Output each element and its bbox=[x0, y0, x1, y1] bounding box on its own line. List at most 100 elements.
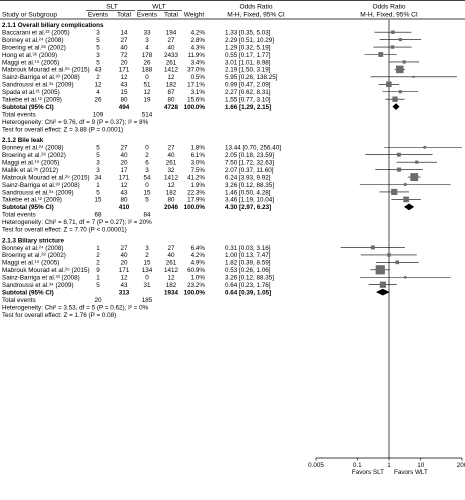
events-wlt: 26 bbox=[143, 59, 151, 66]
events-slt: 5 bbox=[96, 145, 100, 152]
study-name: Bonney et al.²⁴ (2008) bbox=[2, 245, 64, 252]
events-slt: 2 bbox=[96, 74, 100, 81]
study-name: Bonney et al.²⁴ (2008) bbox=[2, 145, 64, 152]
total-slt: 40 bbox=[120, 252, 128, 259]
study-weight: 6.1% bbox=[191, 152, 206, 159]
study-name: Mallik et al.³⁵ (2012) bbox=[2, 167, 58, 174]
subgroup-title: 2.1.3 Biliary stricture bbox=[2, 237, 64, 244]
subtotal-diamond bbox=[392, 103, 400, 111]
events-slt: 1 bbox=[96, 245, 100, 252]
events-slt: 43 bbox=[94, 67, 102, 74]
study-weight: 3.1% bbox=[191, 89, 206, 96]
study-odds-ratio: 7.50 [1.72, 32.63] bbox=[225, 159, 274, 166]
point-estimate bbox=[396, 152, 401, 157]
study-name: Maggi et al.¹⁹ (2005) bbox=[2, 59, 59, 66]
heterogeneity-stat: Heterogeneity: Chi² = 3.53, df = 5 (P = … bbox=[2, 304, 149, 311]
overall-effect-test: Test for overall effect: Z = 1.76 (P = 0… bbox=[2, 312, 116, 319]
study-odds-ratio: 1.46 [0.50, 4.28] bbox=[225, 189, 271, 196]
x-axis: 0.005 0.1 1 10 200 Favors SLT Favors WLT bbox=[308, 457, 465, 476]
events-slt: 1 bbox=[96, 182, 100, 189]
study-weight: 17.9% bbox=[187, 197, 205, 204]
subtotal-total-wlt: 2046 bbox=[164, 204, 179, 211]
study-odds-ratio: 1.55 [0.77, 3.10] bbox=[225, 97, 271, 104]
study-odds-ratio: 0.53 [0.26, 1.06] bbox=[225, 267, 271, 274]
study-weight: 4.3% bbox=[191, 44, 206, 51]
study-name: Mabrouk Mourad et al.²⁵ (2015) bbox=[2, 267, 90, 274]
point-estimate bbox=[378, 52, 384, 57]
header-total-2: Total bbox=[164, 12, 178, 19]
study-weight: 4.9% bbox=[191, 260, 206, 267]
total-events-label: Total events bbox=[2, 111, 36, 118]
header-or-method: M-H, Fixed, 95% CI bbox=[227, 12, 285, 19]
study-name: Sandroussi et al.³⁴ (2009) bbox=[2, 82, 74, 89]
total-slt: 20 bbox=[120, 159, 128, 166]
overall-effect-test: Test for overall effect: Z = 3.88 (P = 0… bbox=[2, 126, 123, 133]
subtotal-odds-ratio: 1.66 [1.29, 2.15] bbox=[225, 104, 271, 111]
header-or-method-graph: M-H, Fixed, 95% CI bbox=[360, 12, 418, 19]
total-wlt: 182 bbox=[166, 82, 177, 89]
total-slt: 20 bbox=[120, 260, 128, 267]
total-wlt: 194 bbox=[166, 29, 177, 36]
study-name: Broering et al.²⁸ (2002) bbox=[2, 44, 66, 51]
total-wlt: 27 bbox=[167, 37, 175, 44]
total-wlt: 80 bbox=[167, 197, 175, 204]
total-wlt: 27 bbox=[167, 145, 175, 152]
overall-effect-test: Test for overall effect: Z = 7.70 (P < 0… bbox=[2, 227, 127, 234]
subtotal-weight: 100.0% bbox=[184, 204, 206, 211]
events-slt: 34 bbox=[94, 174, 102, 181]
total-events-slt: 68 bbox=[94, 212, 102, 219]
favors-left-label: Favors SLT bbox=[352, 469, 384, 476]
total-slt: 40 bbox=[120, 44, 128, 51]
study-odds-ratio: 0.64 [0.23, 1.76] bbox=[225, 282, 271, 289]
study-weight: 0.5% bbox=[191, 74, 206, 81]
study-odds-ratio: 6.24 [3.93, 9.92] bbox=[225, 174, 271, 181]
study-weight: 37.0% bbox=[187, 67, 205, 74]
study-odds-ratio: 2.07 [0.37, 11.60] bbox=[225, 167, 274, 174]
study-odds-ratio: 2.29 [0.51, 10.29] bbox=[225, 37, 274, 44]
study-name: Sandroussi et al.³⁴ (2009) bbox=[2, 282, 74, 289]
header-weight: Weight bbox=[184, 12, 205, 19]
point-estimate bbox=[404, 276, 407, 279]
subtotal-diamond bbox=[376, 288, 390, 296]
point-estimate bbox=[391, 188, 398, 196]
study-odds-ratio: 2.27 [0.62, 8.31] bbox=[225, 89, 271, 96]
events-slt: 3 bbox=[96, 52, 100, 59]
events-wlt: 54 bbox=[143, 174, 151, 181]
total-slt: 40 bbox=[120, 152, 128, 159]
point-estimate bbox=[396, 65, 404, 74]
forest-plot-area bbox=[340, 20, 462, 458]
total-events-wlt: 84 bbox=[143, 212, 151, 219]
total-slt: 12 bbox=[120, 182, 128, 189]
events-slt: 5 bbox=[96, 282, 100, 289]
study-odds-ratio: 13.44 [0.70, 256.40] bbox=[225, 145, 281, 152]
total-wlt: 1412 bbox=[164, 267, 179, 274]
total-slt: 43 bbox=[120, 82, 128, 89]
study-odds-ratio: 0.99 [0.47, 2.09] bbox=[225, 82, 271, 89]
total-wlt: 12 bbox=[167, 182, 175, 189]
events-wlt: 51 bbox=[143, 82, 151, 89]
events-slt: 2 bbox=[96, 252, 100, 259]
total-wlt: 182 bbox=[166, 189, 177, 196]
events-slt: 4 bbox=[96, 89, 100, 96]
study-weight: 15.6% bbox=[187, 97, 205, 104]
header-events-2: Events bbox=[137, 12, 158, 19]
events-wlt: 2 bbox=[145, 252, 149, 259]
study-weight: 2.8% bbox=[191, 37, 206, 44]
study-weight: 60.9% bbox=[187, 267, 205, 274]
x-tick-label: 10 bbox=[417, 462, 425, 469]
total-slt: 80 bbox=[120, 197, 128, 204]
events-slt: 3 bbox=[96, 29, 100, 36]
point-estimate bbox=[375, 265, 385, 275]
point-estimate bbox=[379, 281, 386, 288]
events-slt: 12 bbox=[94, 82, 102, 89]
study-odds-ratio: 2.05 [0.18, 23.59] bbox=[225, 152, 274, 159]
table-header: SLT WLT Odds Ratio Odds Ratio Study or S… bbox=[2, 4, 418, 19]
point-estimate bbox=[386, 81, 392, 88]
total-wlt: 261 bbox=[166, 59, 177, 66]
total-events-wlt: 185 bbox=[142, 297, 153, 304]
study-weight: 23.2% bbox=[187, 282, 205, 289]
events-wlt: 0 bbox=[145, 275, 149, 282]
study-weight: 1.9% bbox=[191, 182, 206, 189]
study-name: Sandroussi et al.³⁴ (2009) bbox=[2, 189, 74, 196]
events-slt: 9 bbox=[96, 267, 100, 274]
